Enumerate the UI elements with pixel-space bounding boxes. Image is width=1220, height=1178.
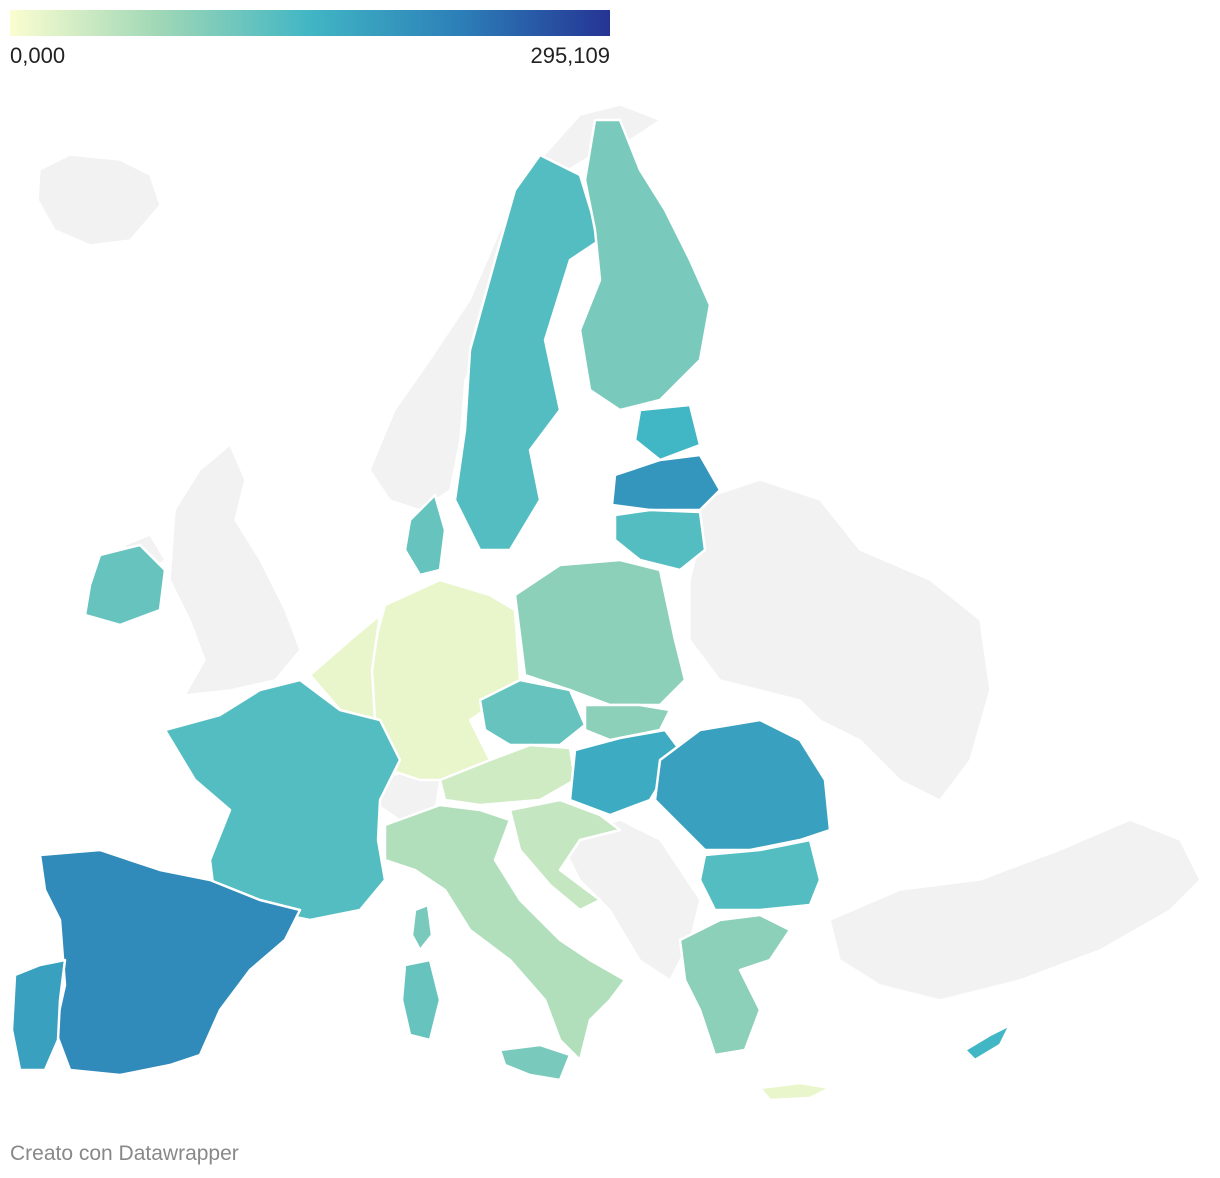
region-sardinia xyxy=(400,958,442,1042)
region-italy xyxy=(383,803,627,1062)
color-legend: 0,000 295,109 xyxy=(10,10,610,71)
region-cyprus xyxy=(963,1023,1012,1062)
iceland-shape xyxy=(37,154,161,246)
region-lithuania xyxy=(613,508,707,572)
region-estonia xyxy=(633,403,702,462)
region-sweden xyxy=(453,153,602,552)
turkey-shape xyxy=(829,819,1201,1001)
europe-choropleth-map xyxy=(10,104,1201,1102)
great-britain-shape xyxy=(169,443,301,696)
region-latvia xyxy=(610,453,722,512)
eu-regions xyxy=(10,118,1012,1102)
region-czechia xyxy=(478,678,587,747)
region-crete xyxy=(758,1081,832,1102)
region-ireland xyxy=(83,543,167,627)
region-sicily xyxy=(498,1043,572,1082)
legend-max-label: 295,109 xyxy=(530,43,610,68)
datawrapper-credit: Creato con Datawrapper xyxy=(10,1142,239,1165)
legend-min-label: 0,000 xyxy=(10,43,66,68)
region-denmark xyxy=(403,493,447,577)
region-bulgaria xyxy=(698,838,822,912)
region-portugal xyxy=(10,958,67,1072)
region-romania xyxy=(653,718,832,852)
eastern-europe-shape xyxy=(689,479,991,801)
region-finland xyxy=(578,118,712,412)
region-corsica xyxy=(410,903,434,952)
region-greece xyxy=(678,913,792,1057)
background-countries xyxy=(37,104,1201,1001)
region-croatia-slovenia xyxy=(508,798,622,912)
region-poland xyxy=(513,558,687,707)
legend-gradient-bar xyxy=(10,10,610,36)
region-france xyxy=(163,678,402,922)
